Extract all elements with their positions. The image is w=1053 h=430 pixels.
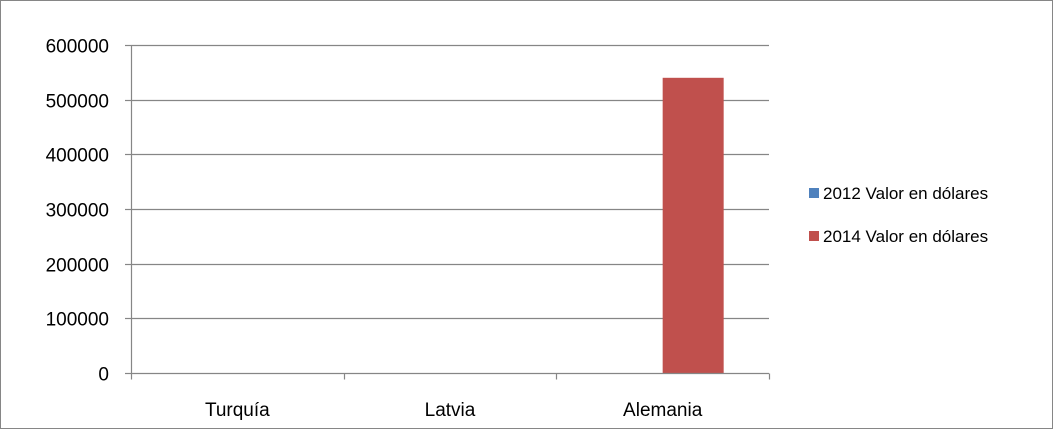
y-tick-label: 500000 bbox=[46, 92, 109, 113]
y-axis-ticks: 0 100000 200000 300000 400000 500000 600000 bbox=[46, 37, 131, 386]
bars bbox=[662, 77, 724, 374]
x-category-label: Latvia bbox=[425, 400, 476, 421]
axes bbox=[130, 45, 771, 380]
y-tick-label: 200000 bbox=[46, 256, 109, 277]
y-tick-label: 300000 bbox=[46, 201, 109, 222]
legend-label: 2012 Valor en dólares bbox=[823, 184, 988, 203]
legend-swatch bbox=[809, 188, 819, 198]
x-axis-categories: Turquía Latvia Alemania bbox=[205, 400, 703, 421]
x-category-label: Alemania bbox=[623, 400, 703, 421]
legend-label: 2014 Valor en dólares bbox=[823, 227, 988, 246]
x-category-label: Turquía bbox=[205, 400, 270, 421]
y-tick-label: 400000 bbox=[46, 146, 109, 167]
bar-alemania-2 bbox=[662, 77, 724, 374]
y-tick-label: 600000 bbox=[46, 37, 109, 58]
legend-swatch bbox=[809, 231, 819, 241]
y-tick-label: 100000 bbox=[46, 310, 109, 331]
y-tick-label: 0 bbox=[98, 365, 109, 386]
legend: 2012 Valor en dólares 2014 Valor en dólar… bbox=[809, 184, 988, 246]
